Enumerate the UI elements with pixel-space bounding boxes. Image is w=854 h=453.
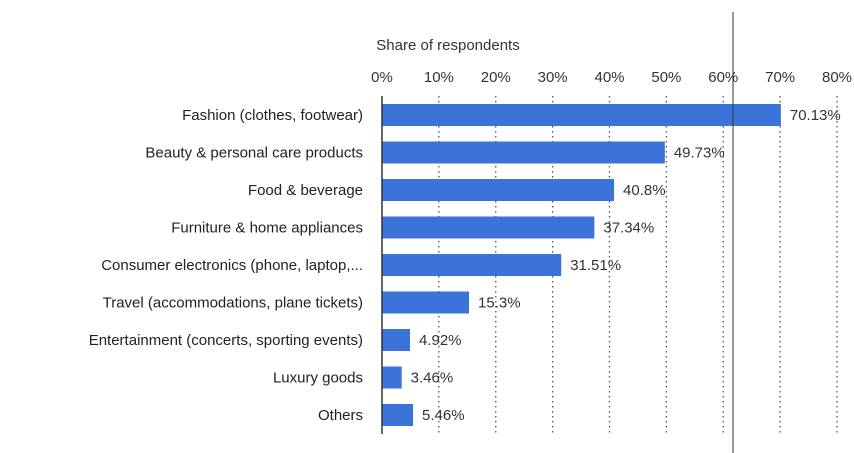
bar [382,179,615,201]
category-label: Furniture & home appliances [171,220,363,237]
x-tick-label: 10% [424,69,454,86]
bar [382,404,414,426]
value-label: 40.8% [623,182,666,199]
bar [382,366,402,389]
bar [382,216,595,239]
x-tick-label: 40% [594,69,624,86]
x-tick-label: 50% [651,69,681,86]
bar [382,254,562,276]
x-tick-label: 20% [481,69,511,86]
x-axis-ticks: 0% 10% 20% 30% 40% 50% 60% 70% 80% [371,69,852,86]
category-label: Others [318,407,363,424]
value-label: 15.3% [478,295,521,312]
value-labels: 70.13% 49.73% 40.8% 37.34% 31.51% 15.3% 4.92% 3… [411,107,841,424]
bar [382,291,470,314]
category-label: Consumer electronics (phone, laptop,... [101,257,363,274]
value-label: 3.46% [411,370,454,387]
x-tick-label: 70% [765,69,795,86]
category-label: Entertainment (concerts, sporting events… [89,332,363,349]
category-label: Fashion (clothes, footwear) [182,107,363,124]
x-tick-label: 30% [538,69,568,86]
value-label: 37.34% [603,220,654,237]
value-label: 70.13% [790,107,841,124]
category-label: Beauty & personal care products [145,145,363,162]
value-label: 4.92% [419,332,462,349]
x-tick-label: 80% [822,69,852,86]
value-label: 49.73% [674,145,725,162]
value-label: 31.51% [570,257,621,274]
bars [382,104,781,426]
x-tick-label: 0% [371,69,393,86]
x-axis-title: Share of respondents [376,37,519,54]
category-label: Food & beverage [248,182,363,199]
category-label: Travel (accommodations, plane tickets) [103,295,363,312]
bar [382,329,410,351]
category-labels: Fashion (clothes, footwear) Beauty & pers… [89,107,363,424]
category-label: Luxury goods [273,370,363,387]
x-tick-label: 60% [708,69,738,86]
value-label: 5.46% [422,407,465,424]
bar [382,104,781,126]
bar [382,141,665,164]
